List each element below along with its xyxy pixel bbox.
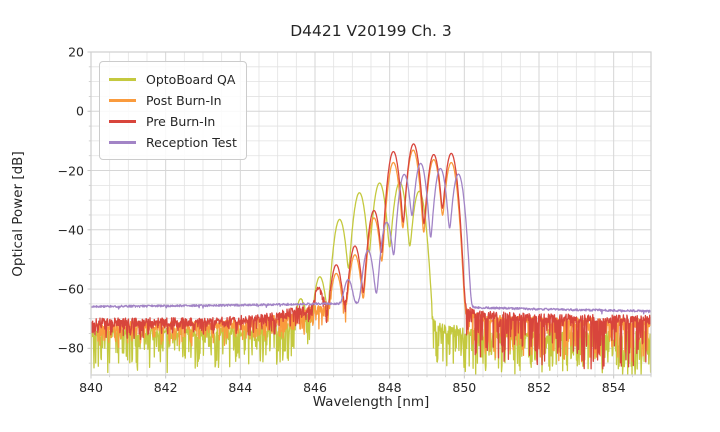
legend-label: Post Burn-In <box>146 93 222 108</box>
legend-item: Reception Test <box>109 132 237 153</box>
y-tick-label: −80 <box>57 340 84 356</box>
legend-line-swatch <box>109 78 136 81</box>
x-tick-label: 842 <box>153 380 178 395</box>
legend-line-swatch <box>109 99 136 102</box>
x-tick-label: 844 <box>228 380 253 395</box>
legend-label: Pre Burn-In <box>146 114 216 129</box>
y-tick-label: 0 <box>76 103 84 119</box>
x-tick-label: 840 <box>79 380 103 395</box>
chart-title: D4421 V20199 Ch. 3 <box>290 22 452 40</box>
legend-item: Post Burn-In <box>109 90 236 111</box>
x-tick-label: 850 <box>452 380 477 395</box>
legend: OptoBoard QA Post Burn-In Pre Burn-In Recep… <box>99 61 247 160</box>
x-tick-label: 852 <box>527 380 551 395</box>
legend-line-swatch <box>109 141 136 144</box>
y-axis-label: Optical Power [dB] <box>10 151 26 277</box>
y-tick-label: −40 <box>57 222 84 238</box>
series-line-pre-burn-in <box>91 143 651 370</box>
legend-label: Reception Test <box>146 135 237 150</box>
x-axis-label: Wavelength [nm] <box>312 394 430 410</box>
legend-item: OptoBoard QA <box>109 69 236 90</box>
x-tick-label: 846 <box>303 380 327 395</box>
legend-label: OptoBoard QA <box>146 72 236 87</box>
y-tick-label: −60 <box>57 281 84 297</box>
y-tick-label: 20 <box>68 44 84 60</box>
legend-line-swatch <box>109 120 136 123</box>
y-tick-label: −20 <box>57 163 84 179</box>
series-line-reception-test <box>91 162 651 315</box>
legend-item: Pre Burn-In <box>109 111 236 132</box>
x-tick-label: 854 <box>601 380 626 395</box>
x-tick-label: 848 <box>377 380 402 395</box>
